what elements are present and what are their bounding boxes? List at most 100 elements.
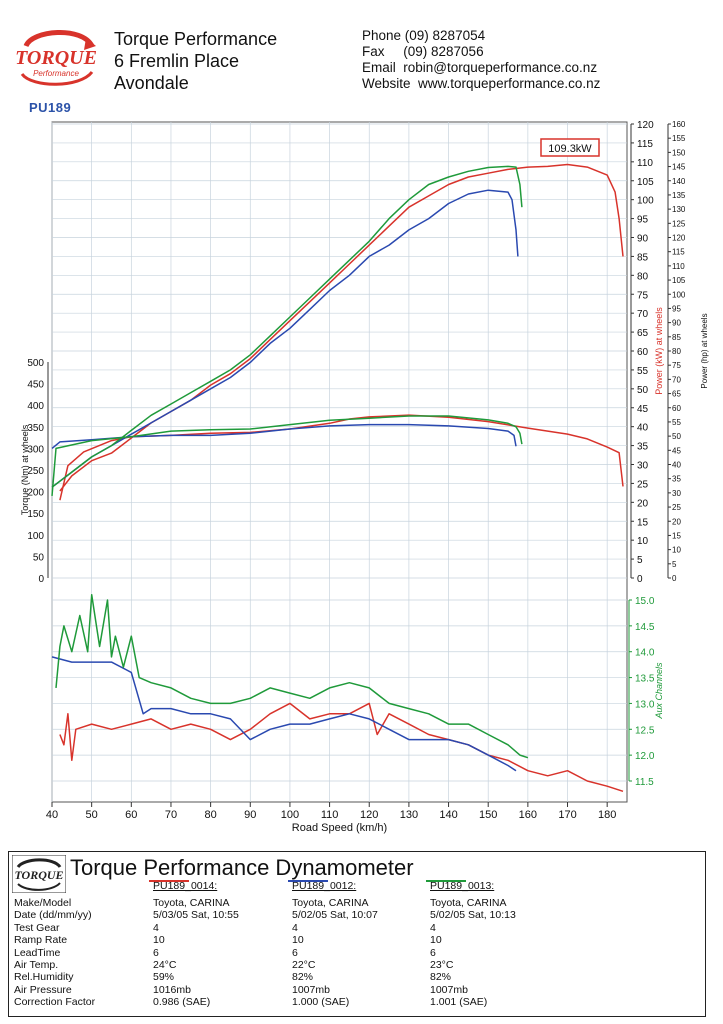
power-hp-tick-label: 40 <box>672 461 681 470</box>
x-axis-label: Road Speed (km/h) <box>292 822 387 834</box>
power-hp-tick-label: 10 <box>672 546 681 555</box>
run-color-bar <box>149 880 189 882</box>
table-cell: 6 <box>292 946 298 959</box>
power-kw-tick-label: 105 <box>637 177 654 188</box>
x-tick-label: 130 <box>400 809 418 821</box>
table-row-label: Air Pressure <box>14 983 72 996</box>
power-hp-tick-label: 115 <box>672 248 685 257</box>
power-kw-tick-label: 25 <box>637 479 649 490</box>
vehicle-id: PU189 <box>29 100 72 115</box>
torque-tick-label: 250 <box>27 466 44 477</box>
power-kw-tick-label: 0 <box>637 574 643 585</box>
power-kw-tick-label: 80 <box>637 271 649 282</box>
run-table <box>8 851 706 1017</box>
power-kw-tick-label: 55 <box>637 366 649 377</box>
peak-annotation-label: 109.3kW <box>548 143 592 155</box>
aux-axis-label: Aux Channels <box>654 662 664 720</box>
table-cell: 1007mb <box>430 983 468 996</box>
table-cell: 4 <box>430 921 436 934</box>
aux-tick-label: 14.5 <box>635 622 655 633</box>
power-line-pu189-0012 <box>51 189 519 488</box>
table-row-label: Test Gear <box>14 921 60 934</box>
table-cell: Toyota, CARINA <box>292 897 369 909</box>
table-cell: 82% <box>292 971 314 984</box>
power-kw-axis-label: Power (kW) at wheels <box>654 307 664 395</box>
table-cell: 4 <box>292 921 298 934</box>
table-cell: 24°C <box>153 959 177 971</box>
power-hp-tick-label: 70 <box>672 375 681 384</box>
power-hp-tick-label: 90 <box>672 319 681 328</box>
table-title: Torque Performance Dynamometer <box>70 855 414 880</box>
address-line-1: 6 Fremlin Place <box>114 51 240 71</box>
table-row-label: Correction Factor <box>14 996 96 1009</box>
run-header: PU189_0012: <box>292 880 357 892</box>
power-hp-tick-label: 150 <box>672 148 686 157</box>
table-cell: 1016mb <box>153 983 191 996</box>
email-text: Email robin@torqueperformance.co.nz <box>362 60 598 75</box>
plot-area <box>51 121 628 803</box>
torque-tick-label: 350 <box>27 423 44 434</box>
table-cell: 10 <box>292 934 304 947</box>
power-kw-tick-label: 120 <box>637 120 654 131</box>
power-kw-tick-label: 70 <box>637 309 649 320</box>
power-kw-tick-label: 40 <box>637 423 649 434</box>
aux-tick-label: 13.0 <box>635 699 655 710</box>
power-hp-tick-label: 120 <box>672 234 686 243</box>
power-hp-tick-label: 50 <box>672 432 681 441</box>
table-logo: TORQUE <box>12 855 66 893</box>
aux-tick-label: 11.5 <box>635 777 654 788</box>
power-hp-tick-label: 65 <box>672 390 681 399</box>
table-cell: 23°C <box>430 959 454 971</box>
power-hp-tick-label: 45 <box>672 446 681 455</box>
power-hp-tick-label: 95 <box>672 304 681 313</box>
table-row-label: Rel.Humidity <box>14 971 74 984</box>
table-cell: 10 <box>430 934 442 947</box>
power-kw-tick-label: 90 <box>637 234 649 245</box>
fax-text: Fax (09) 8287056 <box>362 44 484 59</box>
aux-tick-label: 14.0 <box>635 648 655 659</box>
torque-tick-label: 200 <box>27 488 44 499</box>
company-name: Torque Performance <box>114 29 278 49</box>
table-cell: 5/02/05 Sat, 10:13 <box>430 909 516 922</box>
table-cell: 6 <box>153 946 159 959</box>
power-hp-tick-label: 15 <box>672 531 681 540</box>
aux-line-pu189-0014 <box>59 702 624 793</box>
power-hp-tick-label: 130 <box>672 205 686 214</box>
table-cell: 4 <box>153 921 159 934</box>
torque-performance-logo: TORQUE Performance <box>15 30 97 86</box>
power-kw-tick-label: 20 <box>637 498 649 509</box>
power-hp-tick-label: 35 <box>672 475 681 484</box>
power-kw-tick-label: 100 <box>637 196 654 207</box>
aux-tick-label: 12.5 <box>635 725 655 736</box>
power-hp-tick-label: 145 <box>672 163 686 172</box>
website-text: Website www.torqueperformance.co.nz <box>362 76 601 91</box>
run-header: PU189_0013: <box>430 880 495 892</box>
table-row-label: LeadTime <box>14 946 61 959</box>
table-cell: 1.001 (SAE) <box>430 996 488 1009</box>
torque-tick-label: 100 <box>27 531 44 542</box>
table-cell: 82% <box>430 971 452 984</box>
power-hp-tick-label: 55 <box>672 418 681 427</box>
torque-tick-label: 400 <box>27 401 44 412</box>
power-hp-tick-label: 30 <box>672 489 681 498</box>
power-hp-tick-label: 160 <box>672 120 686 129</box>
power-kw-tick-label: 10 <box>637 536 649 547</box>
table-cell: 22°C <box>292 959 316 971</box>
power-hp-tick-label: 25 <box>672 503 681 512</box>
company-address: Torque Performance 6 Fremlin Place Avond… <box>114 28 277 94</box>
aux-tick-label: 15.0 <box>635 596 655 607</box>
torque-tick-label: 150 <box>27 509 44 520</box>
x-tick-label: 160 <box>519 809 537 821</box>
power-kw-tick-label: 110 <box>637 158 653 169</box>
logo-text: TORQUE <box>15 47 97 69</box>
power-kw-tick-label: 45 <box>637 404 649 415</box>
table-cell: 10 <box>153 934 165 947</box>
power-kw-tick-label: 95 <box>637 215 649 226</box>
dyno-chart: 40 50 60 70 80 90 100 110 120 130 140 150 160 170 180R… <box>20 120 709 834</box>
table-row-label: Air Temp. <box>14 959 59 971</box>
aux-tick-label: 12.0 <box>635 751 655 762</box>
address-line-2: Avondale <box>114 73 189 93</box>
table-row-label: Ramp Rate <box>14 934 68 947</box>
table-row-label: Make/Model <box>14 897 72 909</box>
torque-line-pu189-0013 <box>51 415 523 496</box>
